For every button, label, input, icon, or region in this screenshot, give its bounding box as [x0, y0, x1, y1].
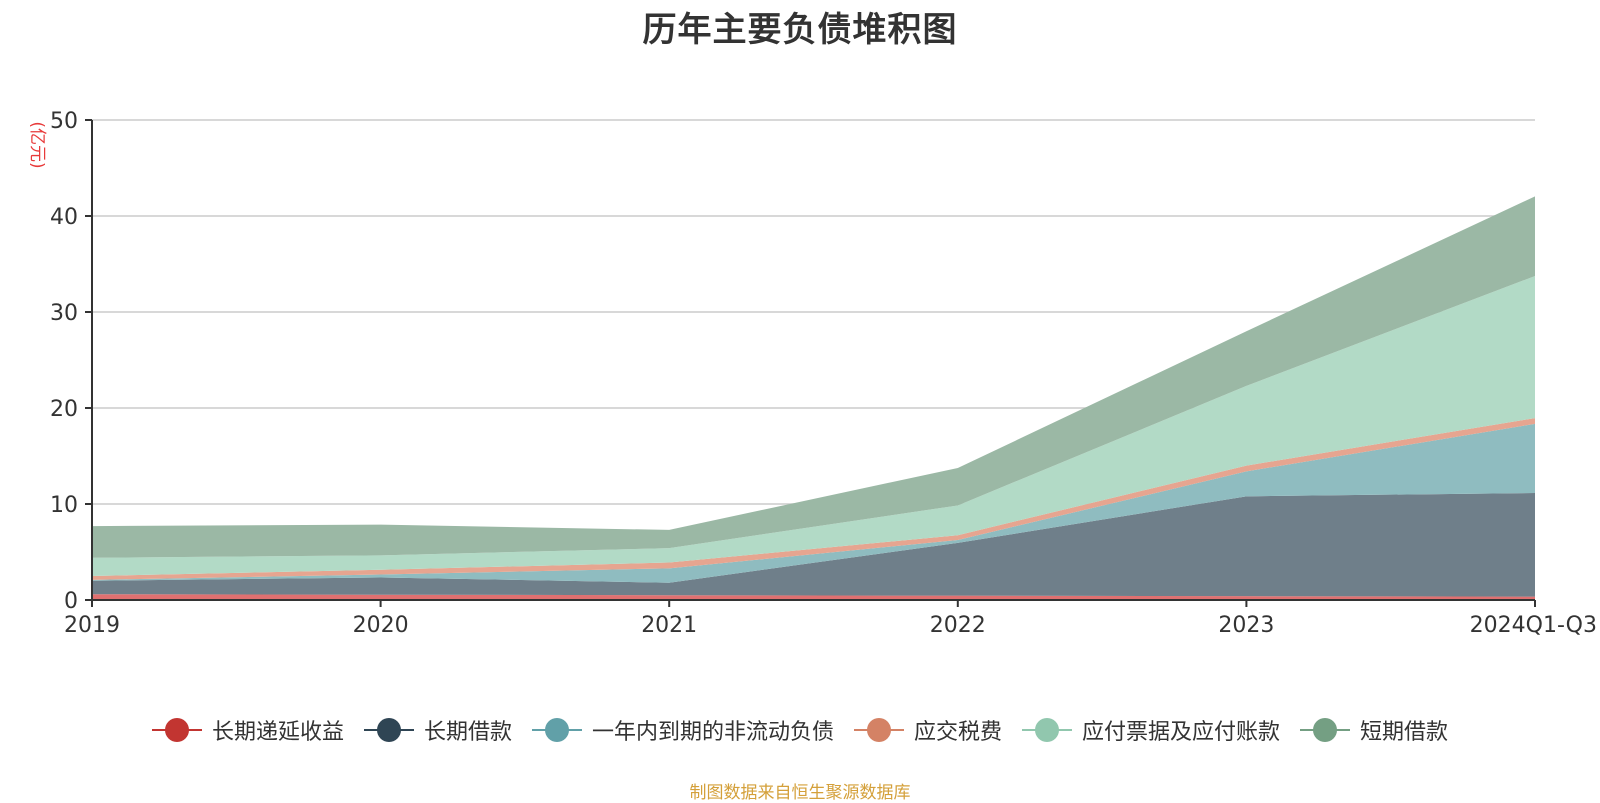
- y-tick-label: 20: [50, 397, 78, 422]
- y-tick-label: 50: [50, 109, 78, 134]
- legend-item-3[interactable]: 应交税费: [854, 714, 1002, 746]
- area-series-5: [92, 196, 1535, 558]
- x-tick-label: 2023: [1218, 613, 1274, 638]
- area-series-1: [92, 492, 1535, 597]
- area-layer: [92, 196, 1535, 600]
- legend-label: 应付票据及应付账款: [1082, 720, 1281, 745]
- legend-item-2[interactable]: 一年内到期的非流动负债: [531, 714, 834, 746]
- legend-marker-icon: [854, 718, 904, 742]
- y-tick-label: 10: [50, 493, 78, 518]
- y-tick-label: 0: [64, 589, 78, 614]
- legend-marker-icon: [1022, 718, 1073, 742]
- legend-item-5[interactable]: 短期借款: [1300, 714, 1448, 746]
- legend-label: 长期借款: [423, 720, 512, 745]
- x-tick-label: 2019: [64, 613, 120, 638]
- x-tick-label: 2022: [930, 613, 986, 638]
- x-tick-label: 2020: [353, 613, 409, 638]
- y-tick-label: 40: [50, 205, 78, 230]
- legend-label: 应交税费: [914, 720, 1003, 745]
- legend-item-0[interactable]: 长期递延收益: [151, 714, 344, 746]
- legend-marker-icon: [151, 718, 202, 742]
- axis-layer: 0 10 20 30 40 50 2019 2020 2021 2022 2023 2024Q1-Q3: [50, 109, 1597, 638]
- legend-label: 长期递延收益: [211, 720, 344, 745]
- stacked-area-chart: 0 10 20 30 40 50 2019 2020 2021 2022 2023 2024Q1-Q3…: [27, 109, 1597, 638]
- legend-marker-icon: [531, 718, 582, 742]
- legend-marker-icon: [363, 718, 414, 742]
- legend: 长期递延收益 长期借款 一年内到期的非流动负债 应交税费 应付票据及应付账款 短期借款: [0, 714, 1600, 746]
- area-series-4: [92, 276, 1535, 576]
- y-tick-label: 30: [50, 301, 78, 326]
- legend-label: 一年内到期的非流动负债: [591, 720, 834, 745]
- legend-item-1[interactable]: 长期借款: [363, 714, 512, 746]
- source-note: 制图数据来自恒生聚源数据库: [689, 783, 911, 803]
- x-tick-label: 2024Q1-Q3: [1470, 613, 1597, 638]
- legend-marker-icon: [1300, 718, 1351, 742]
- legend-label: 短期借款: [1360, 720, 1449, 745]
- area-series-0: [92, 594, 1535, 600]
- chart-title: 历年主要负债堆积图: [642, 10, 958, 50]
- legend-item-4[interactable]: 应付票据及应付账款: [1022, 714, 1280, 746]
- y-axis-unit-label: (亿元): [27, 121, 47, 168]
- x-tick-label: 2021: [641, 613, 697, 638]
